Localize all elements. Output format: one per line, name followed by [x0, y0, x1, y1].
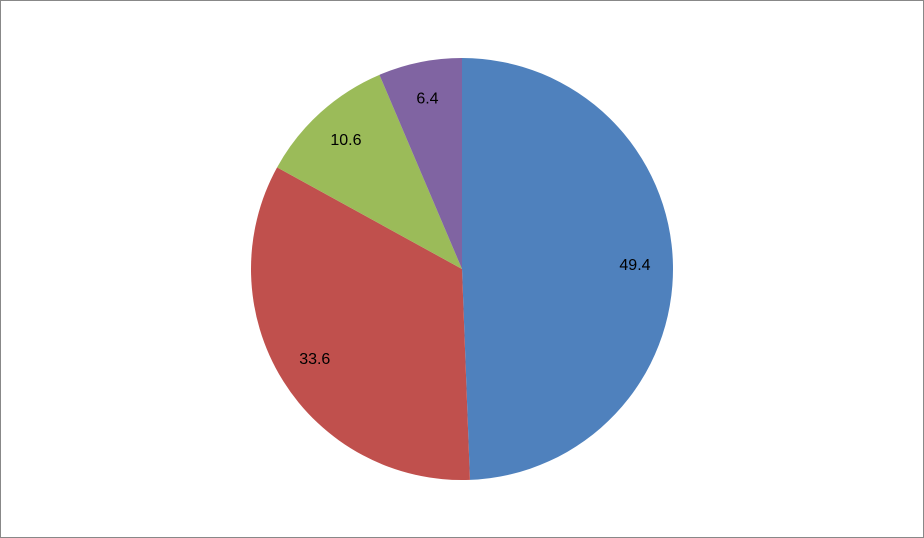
- data-label: 6.4: [416, 91, 438, 108]
- data-label: 10.6: [330, 132, 361, 149]
- data-label: 33.6: [299, 351, 330, 368]
- data-label: 49.4: [619, 257, 650, 274]
- pie-slice: [379, 58, 462, 269]
- pie-slice: [251, 167, 470, 480]
- pie-slice: [462, 58, 674, 480]
- pie-slice: [277, 74, 462, 269]
